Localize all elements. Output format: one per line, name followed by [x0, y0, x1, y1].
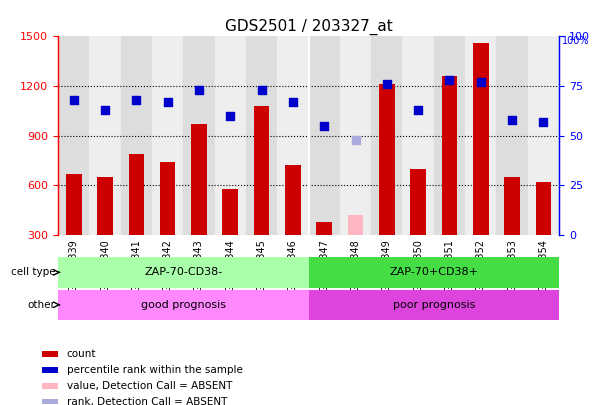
- Point: [257, 87, 266, 93]
- Point: [382, 81, 392, 87]
- Bar: [183, 36, 214, 235]
- Bar: [97, 177, 113, 235]
- Bar: [379, 84, 395, 235]
- Point: [445, 77, 455, 83]
- Point: [100, 107, 110, 113]
- Text: ZAP-70+CD38+: ZAP-70+CD38+: [389, 267, 478, 277]
- Bar: [371, 36, 403, 235]
- Bar: [411, 169, 426, 235]
- Bar: [465, 36, 497, 235]
- Bar: [496, 36, 528, 235]
- Bar: [316, 222, 332, 235]
- Bar: [58, 36, 89, 235]
- Point: [225, 113, 235, 119]
- Bar: [285, 165, 301, 235]
- Text: percentile rank within the sample: percentile rank within the sample: [67, 365, 243, 375]
- Bar: [42, 367, 57, 373]
- Text: good prognosis: good prognosis: [141, 300, 226, 310]
- Bar: [403, 36, 434, 235]
- Bar: [214, 36, 246, 235]
- Bar: [42, 351, 57, 357]
- Bar: [254, 106, 269, 235]
- Point: [538, 119, 548, 125]
- Bar: [434, 36, 465, 235]
- Point: [194, 87, 204, 93]
- Bar: [277, 36, 309, 235]
- Bar: [128, 154, 144, 235]
- Point: [288, 99, 298, 105]
- Bar: [160, 162, 175, 235]
- Point: [413, 107, 423, 113]
- Bar: [42, 383, 57, 388]
- Bar: [246, 36, 277, 235]
- Bar: [442, 76, 457, 235]
- Bar: [42, 399, 57, 405]
- Text: rank, Detection Call = ABSENT: rank, Detection Call = ABSENT: [67, 396, 227, 405]
- Text: ZAP-70-CD38-: ZAP-70-CD38-: [144, 267, 222, 277]
- Bar: [340, 36, 371, 235]
- Bar: [121, 36, 152, 235]
- Point: [476, 79, 486, 85]
- Bar: [222, 190, 238, 235]
- Text: cell type: cell type: [11, 267, 56, 277]
- Bar: [58, 290, 309, 320]
- Bar: [89, 36, 121, 235]
- Bar: [504, 177, 520, 235]
- Text: count: count: [67, 349, 96, 359]
- Bar: [191, 124, 207, 235]
- Point: [131, 97, 141, 103]
- Point: [320, 122, 329, 129]
- Bar: [309, 36, 340, 235]
- Text: value, Detection Call = ABSENT: value, Detection Call = ABSENT: [67, 381, 232, 391]
- Bar: [66, 174, 81, 235]
- Bar: [152, 36, 183, 235]
- Bar: [58, 257, 309, 288]
- Bar: [309, 290, 559, 320]
- Point: [163, 99, 172, 105]
- Bar: [528, 36, 559, 235]
- Point: [69, 97, 79, 103]
- Point: [507, 117, 517, 123]
- Bar: [348, 215, 364, 235]
- Text: 100%: 100%: [562, 36, 590, 47]
- Bar: [473, 43, 489, 235]
- Text: other: other: [27, 300, 56, 310]
- Text: poor prognosis: poor prognosis: [393, 300, 475, 310]
- Point: [351, 136, 360, 143]
- Title: GDS2501 / 203327_at: GDS2501 / 203327_at: [225, 19, 392, 35]
- Bar: [309, 257, 559, 288]
- Bar: [536, 182, 551, 235]
